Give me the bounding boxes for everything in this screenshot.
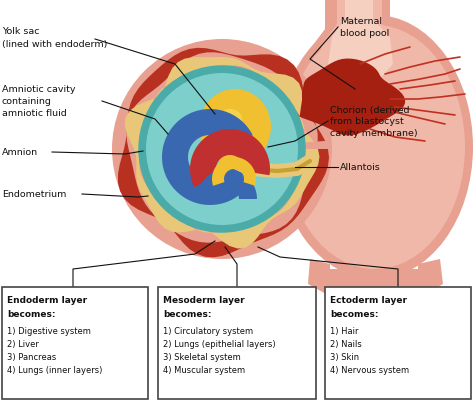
Text: 1) Digestive system: 1) Digestive system [7,326,91,335]
Ellipse shape [285,26,465,270]
Text: Chorion (derived: Chorion (derived [330,105,410,114]
Ellipse shape [218,110,242,130]
Text: Ectoderm layer: Ectoderm layer [330,295,407,304]
Text: 2) Nails: 2) Nails [330,339,362,348]
Polygon shape [293,59,405,136]
Text: Endometrium: Endometrium [2,190,66,199]
Text: becomes:: becomes: [330,309,379,318]
Text: (lined with endoderm): (lined with endoderm) [2,39,108,48]
Text: Maternal: Maternal [340,18,382,27]
Polygon shape [125,58,319,249]
Ellipse shape [112,40,332,259]
Text: 3) Pancreas: 3) Pancreas [7,352,56,361]
Bar [325,287,471,399]
Text: Amniotic cavity: Amniotic cavity [2,85,75,94]
Text: Endoderm layer: Endoderm layer [7,295,87,304]
Text: amniotic fluid: amniotic fluid [2,109,67,118]
Ellipse shape [140,68,304,231]
Text: Allantois: Allantois [340,163,381,172]
Text: becomes:: becomes: [7,309,55,318]
Text: Mesoderm layer: Mesoderm layer [163,295,245,304]
Polygon shape [318,0,405,95]
Ellipse shape [199,90,271,166]
Polygon shape [118,49,329,258]
Polygon shape [162,110,253,205]
Polygon shape [197,170,257,200]
Text: 3) Skin: 3) Skin [330,352,359,361]
Text: Amnion: Amnion [2,148,38,157]
Text: 1) Hair: 1) Hair [330,326,358,335]
Text: blood pool: blood pool [340,29,389,38]
Polygon shape [190,130,270,188]
Text: 2) Lungs (epithelial layers): 2) Lungs (epithelial layers) [163,339,275,348]
Text: 4) Lungs (inner layers): 4) Lungs (inner layers) [7,365,102,374]
Text: 4) Muscular system: 4) Muscular system [163,365,245,374]
Ellipse shape [146,74,298,225]
Text: from blastocyst: from blastocyst [330,117,404,126]
Polygon shape [305,0,420,100]
Polygon shape [308,259,443,299]
Ellipse shape [277,16,473,279]
Bar [2,287,148,399]
Text: cavity membrane): cavity membrane) [330,129,418,138]
Polygon shape [328,0,393,88]
Text: 2) Liver: 2) Liver [7,339,39,348]
Text: 4) Nervous system: 4) Nervous system [330,365,409,374]
Text: becomes:: becomes: [163,309,211,318]
Bar [158,287,316,399]
Text: 1) Circulatory system: 1) Circulatory system [163,326,253,335]
Text: Yolk sac: Yolk sac [2,27,39,36]
Text: 3) Skeletal system: 3) Skeletal system [163,352,241,361]
Text: containing: containing [2,97,52,106]
Polygon shape [212,157,256,187]
